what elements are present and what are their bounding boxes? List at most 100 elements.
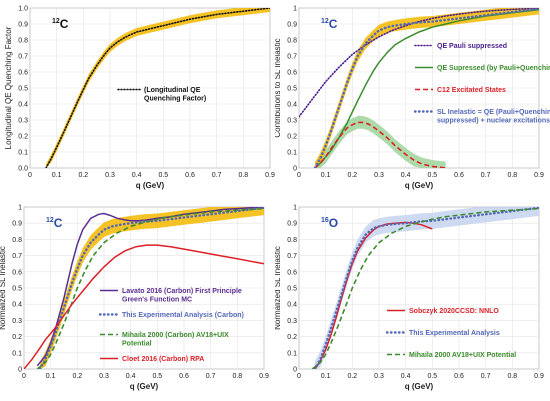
panel-mass-number: 12 (46, 217, 54, 224)
x-axis-label: q (GeV) (130, 382, 159, 391)
legend-label: Mihaila 2000 (Carbon) AV18+UIX Potential (122, 332, 229, 348)
x-tick-label: 0.9 (534, 172, 544, 179)
x-tick-label: 0.1 (52, 172, 62, 179)
y-tick-label: 0.6 (287, 269, 297, 276)
y-tick-label: 0.8 (18, 38, 28, 45)
x-tick-label: 0.3 (99, 373, 109, 380)
panel-nucleus-label: 12C (52, 17, 69, 31)
series-line (45, 8, 270, 168)
x-tick-label: 0 (297, 172, 301, 179)
x-tick-label: 0.5 (427, 373, 437, 380)
series-line (313, 8, 539, 168)
panel-element-symbol: C (54, 216, 63, 230)
legend-label: SL Inelastic = QE (Pauli+Quenching suppre… (437, 109, 550, 125)
y-tick-label: 0.5 (287, 286, 297, 293)
series-line (313, 207, 539, 369)
y-tick-label: 0.4 (287, 302, 297, 309)
panel-nucleus-label: 16O (321, 216, 338, 230)
x-tick-label: 0.9 (259, 373, 269, 380)
series-line (38, 207, 264, 369)
y-tick-label: 1.0 (18, 6, 28, 13)
series-line (311, 207, 539, 369)
panel-mass-number: 12 (321, 18, 329, 25)
y-tick-label: 0.3 (18, 118, 28, 125)
y-tick-label: 0.9 (287, 221, 297, 228)
y-tick-label: 0.3 (12, 318, 22, 325)
series-line (314, 121, 446, 168)
panel-mass-number: 12 (52, 18, 60, 25)
series-line (36, 207, 264, 367)
x-tick-label: 0.8 (507, 172, 517, 179)
x-tick-label: 0.6 (454, 373, 464, 380)
x-tick-label: 0.1 (46, 373, 56, 380)
y-tick-label: 0.2 (18, 134, 28, 141)
chart-panel-c12-normalized: 0 0.1 0.2 0.3 0.4 0.5 0.6 0.7 0.8 0.9 0 0.1 0.2 0.3 0.… (0, 201, 275, 401)
x-tick-label: 0.3 (374, 373, 384, 380)
x-tick-label: 0.7 (481, 172, 491, 179)
chart-svg: 0 0.1 0.2 0.3 0.4 0.5 0.6 0.7 0.8 0.9 0 0.1 0.2 0.3 0.… (0, 205, 269, 392)
x-tick-label: 0.7 (206, 373, 216, 380)
y-axis-label: Normalized SL Inelastic (275, 246, 282, 330)
chart-svg: 0 0.1 0.2 0.3 0.4 0.5 0.6 0.7 0.8 0.9 0 0.1 0.2 0.3 0.… (275, 6, 550, 191)
x-tick-label: 0.5 (427, 172, 437, 179)
legend-label: C12 Excitated States (437, 87, 506, 94)
chart-svg: 0 0.1 0.2 0.3 0.4 0.5 0.6 0.7 0.8 0.9 0.0 0.1 0.2 0.3… (4, 6, 275, 191)
legend-label: QE Pauli suppressed (437, 43, 507, 50)
y-tick-label: 0.5 (18, 86, 28, 93)
x-tick-label: 0.2 (347, 373, 357, 380)
y-tick-label: 0.1 (287, 150, 297, 157)
y-tick-label: 1 (293, 205, 297, 212)
panel-element-symbol: O (329, 216, 338, 230)
legend-label: This Experimental Analysis (Carbon) (122, 312, 244, 319)
y-tick-label: 0.6 (287, 70, 297, 77)
legend-label: QE Supressed (by Pauli+Quenching). (437, 65, 550, 72)
y-tick-label: 0.7 (12, 253, 22, 260)
y-tick-label: 0.8 (12, 237, 22, 244)
y-tick-label: 0.9 (287, 22, 297, 29)
y-tick-label: 0.7 (18, 54, 28, 61)
x-tick-label: 0.7 (212, 172, 222, 179)
chart-panel-c12-quenching: 0 0.1 0.2 0.3 0.4 0.5 0.6 0.7 0.8 0.9 0.0 0.1 0.2 0.3… (0, 0, 275, 200)
y-tick-label: 0.0 (18, 166, 28, 173)
legend-label: (Longitudinal QE Quenching Factor) (144, 87, 206, 103)
x-tick-label: 0.9 (265, 172, 275, 179)
data-layer (45, 8, 270, 168)
x-tick-label: 0.6 (179, 373, 189, 380)
y-axis-label: Contributions to SL Inelastic (275, 38, 282, 137)
x-axis-label: q (GeV) (136, 181, 165, 190)
series-line (299, 8, 539, 118)
x-tick-label: 0.2 (347, 172, 357, 179)
x-tick-label: 0 (28, 172, 32, 179)
y-tick-label: 0.2 (12, 334, 22, 341)
x-tick-label: 0.6 (454, 172, 464, 179)
data-layer (24, 207, 264, 369)
y-tick-label: 0.6 (18, 70, 28, 77)
legend: Lavato 2016 (Carbon) First Principle Gree… (98, 288, 244, 363)
y-tick-label: 0.5 (12, 286, 22, 293)
y-tick-label: 0.4 (287, 102, 297, 109)
y-tick-label: 0.3 (287, 318, 297, 325)
y-tick-label: 0.5 (287, 86, 297, 93)
y-tick-label: 0.1 (12, 350, 22, 357)
x-tick-label: 0.1 (321, 373, 331, 380)
x-tick-label: 0.8 (238, 172, 248, 179)
y-tick-label: 0.8 (287, 237, 297, 244)
legend-label: Sobczyk 2020CCSD: NNLO (409, 308, 499, 315)
x-tick-label: 0.9 (534, 373, 544, 380)
panel-nucleus-label: 12C (46, 216, 63, 230)
legend: (Longitudinal QE Quenching Factor) (117, 87, 206, 103)
series-line (36, 207, 264, 369)
panel-element-symbol: C (329, 17, 338, 31)
panel-mass-number: 16 (321, 217, 329, 224)
legend-label: Mihaila 2000 AV18+UIX Potential (409, 352, 516, 359)
x-tick-label: 0.7 (481, 373, 491, 380)
y-tick-label: 0.1 (287, 350, 297, 357)
x-tick-label: 0.1 (321, 172, 331, 179)
y-tick-label: 0.2 (287, 334, 297, 341)
legend-label: This Experimental Analysis (409, 330, 500, 337)
x-tick-label: 0.5 (158, 172, 168, 179)
legend-label: Lavato 2016 (Carbon) First Principle Gree… (122, 288, 242, 304)
chart-svg: 0 0.1 0.2 0.3 0.4 0.5 0.6 0.7 0.8 0.9 0 0.1 0.2 0.3 0.… (275, 205, 544, 392)
x-axis-label: q (GeV) (405, 382, 434, 391)
